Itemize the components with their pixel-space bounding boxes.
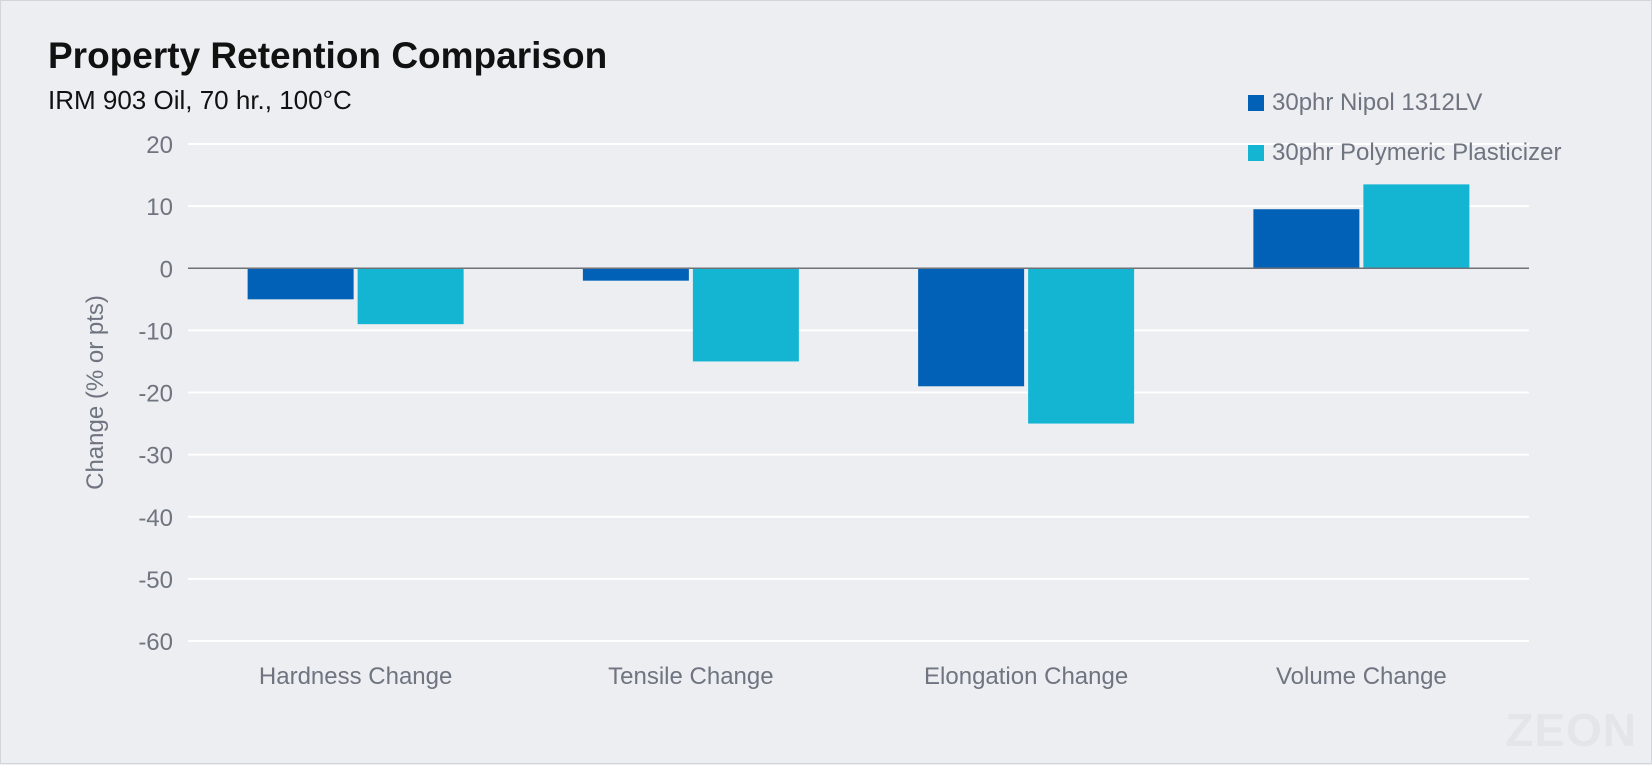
x-tick-label: Tensile Change xyxy=(608,663,773,690)
bar xyxy=(1028,268,1135,424)
x-tick-label: Volume Change xyxy=(1276,663,1447,690)
y-tick-label: 0 xyxy=(160,256,173,283)
y-tick-label: -10 xyxy=(138,318,173,345)
bar xyxy=(692,268,799,362)
y-tick-label: -20 xyxy=(138,381,173,408)
chart-title: Property Retention Comparison xyxy=(48,35,608,76)
legend: 30phr Nipol 1312LV 30phr Polymeric Plasti… xyxy=(1248,78,1561,178)
y-tick-label: -50 xyxy=(138,567,173,594)
legend-item: 30phr Polymeric Plasticizer xyxy=(1248,128,1561,178)
x-tick-label: Elongation Change xyxy=(924,663,1128,690)
zeon-watermark-logo: ZEON xyxy=(1505,704,1637,756)
legend-swatch xyxy=(1248,95,1264,111)
y-tick-label: -40 xyxy=(138,505,173,532)
legend-swatch xyxy=(1248,145,1264,161)
bar xyxy=(247,268,354,300)
y-tick-label: 20 xyxy=(146,132,173,159)
y-axis-label: Change (% or pts) xyxy=(82,295,109,490)
legend-item: 30phr Nipol 1312LV xyxy=(1248,78,1561,128)
bar xyxy=(357,268,464,325)
bar xyxy=(582,268,689,281)
bar xyxy=(1363,184,1470,269)
legend-label: 30phr Polymeric Plasticizer xyxy=(1272,139,1562,166)
y-tick-label: -30 xyxy=(138,443,173,470)
chart-subtitle: IRM 903 Oil, 70 hr., 100°C xyxy=(48,85,352,115)
bar xyxy=(918,268,1025,387)
y-tick-label: 10 xyxy=(146,194,173,221)
x-tick-label: Hardness Change xyxy=(259,663,452,690)
y-tick-label: -60 xyxy=(138,629,173,656)
bar xyxy=(1253,209,1360,269)
legend-label: 30phr Nipol 1312LV xyxy=(1272,89,1483,116)
